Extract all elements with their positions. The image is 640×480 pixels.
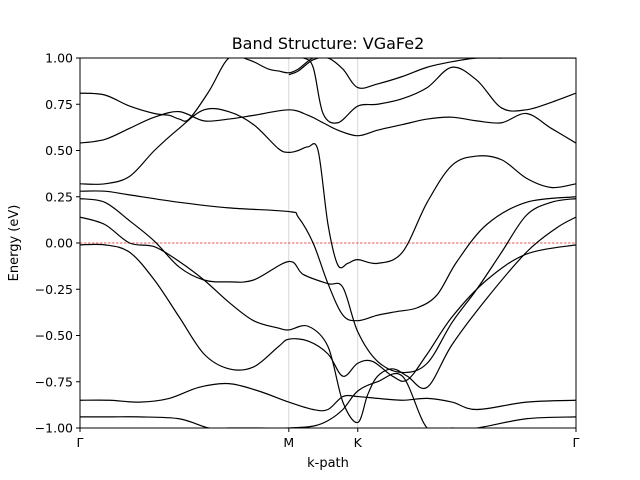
y-tick-label-8: 1.00: [45, 51, 73, 66]
chart-title: Band Structure: VGaFe2: [232, 34, 425, 53]
band-5: [80, 198, 576, 374]
y-axis: −1.00 −0.75 −0.50 −0.25 0.00 0.25 0.50 0.75 1.00: [35, 51, 80, 436]
y-tick-label-3: −0.25: [35, 282, 73, 297]
band-4: [80, 216, 576, 424]
y-tick-label-6: 0.50: [45, 143, 73, 158]
y-axis-label: Energy (eV): [7, 205, 22, 282]
y-tick-label-0: −1.00: [35, 421, 73, 436]
x-axis-label: k-path: [307, 456, 349, 471]
y-tick-label-4: 0.00: [45, 236, 73, 251]
band-11: [243, 58, 576, 74]
band-2: [80, 382, 576, 412]
x-tick-label-0: Γ: [77, 435, 84, 450]
y-tick-label-1: −0.75: [35, 374, 73, 389]
y-tick-label-7: 0.75: [45, 97, 73, 112]
y-tick-label-2: −0.50: [35, 328, 73, 343]
band-10: [288, 58, 502, 89]
x-tick-label-3: Γ: [573, 435, 580, 450]
band-lines: [80, 58, 576, 428]
band-7: [80, 107, 576, 269]
band-3: [80, 243, 576, 382]
band-1: [80, 372, 576, 428]
x-tick-label-1: M: [283, 435, 294, 450]
band-6: [80, 190, 576, 322]
y-tick-label-5: 0.25: [45, 189, 73, 204]
x-tick-label-2: K: [354, 435, 363, 450]
band-9: [80, 58, 576, 124]
band-8: [80, 109, 576, 144]
